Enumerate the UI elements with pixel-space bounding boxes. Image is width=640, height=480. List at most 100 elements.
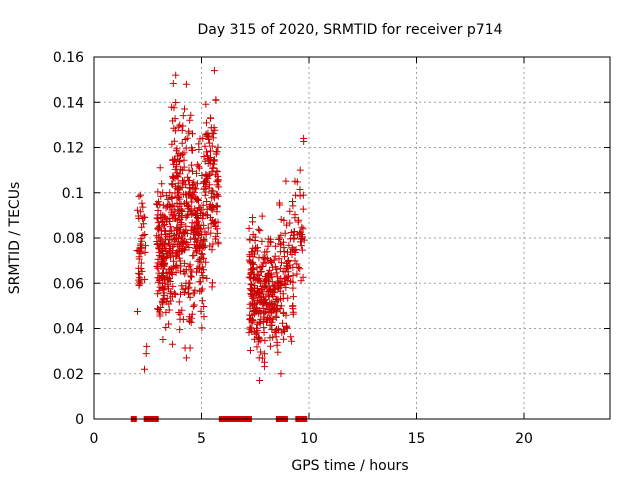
data-point: [261, 308, 269, 316]
data-point: [162, 308, 170, 316]
data-point: [198, 297, 206, 305]
data-point: [203, 198, 211, 205]
data-point: [207, 114, 214, 122]
data-point: [185, 290, 192, 298]
data-point: [200, 235, 208, 243]
y-tick-labels: 0 0.02 0.04 0.06 0.08 0.1 0.12 0.14 0.16: [53, 50, 84, 428]
data-point: [276, 234, 284, 242]
data-point: [165, 200, 173, 208]
data-point: [176, 157, 184, 165]
data-point: [286, 207, 294, 215]
data-point: [207, 205, 215, 213]
data-point: [193, 219, 201, 227]
data-point: [207, 220, 215, 228]
data-point: [286, 219, 294, 227]
data-point: [198, 285, 206, 293]
data-point: [154, 290, 162, 298]
data-point: [297, 238, 304, 246]
data-point: [171, 289, 179, 297]
data-point: [273, 326, 280, 333]
data-point: [190, 252, 198, 259]
data-point: [170, 137, 178, 145]
data-point: [296, 192, 304, 200]
data-point: [200, 244, 208, 251]
data-point: [203, 148, 210, 156]
data-point: [204, 224, 212, 232]
data-point: [279, 319, 286, 327]
data-point: [209, 164, 217, 172]
y-tick-label: 0.12: [53, 141, 84, 157]
data-point: [208, 206, 216, 214]
data-point: [185, 127, 193, 135]
data-point: [165, 320, 173, 328]
data-point: [284, 248, 291, 256]
data-point: [162, 227, 169, 235]
data-point: [192, 247, 200, 255]
data-point: [171, 155, 179, 163]
data-point: [203, 179, 211, 187]
data-point: [135, 264, 143, 272]
x-tick-label: 5: [197, 431, 206, 447]
data-point: [200, 185, 208, 193]
data-point: [189, 130, 196, 138]
data-point: [207, 229, 215, 237]
data-point: [261, 337, 269, 345]
data-point: [292, 246, 300, 253]
data-point: [289, 202, 297, 210]
data-point: [272, 333, 280, 341]
data-point: [194, 195, 202, 203]
y-tick-label: 0.14: [53, 95, 84, 111]
data-point: [142, 242, 149, 250]
data-point: [207, 124, 215, 132]
data-point: [179, 112, 187, 120]
data-point: [196, 241, 204, 249]
data-point: [169, 181, 177, 189]
data-point: [168, 194, 176, 202]
data-point: [188, 192, 196, 200]
data-point: [273, 265, 281, 273]
data-point: [258, 212, 266, 220]
data-point: [180, 200, 188, 207]
y-tick-label: 0.04: [53, 322, 84, 338]
data-point: [261, 296, 269, 303]
y-tick-label: 0.1: [62, 186, 84, 202]
data-point: [168, 236, 176, 244]
data-point: [267, 342, 274, 350]
data-point: [134, 308, 141, 315]
data-point: [169, 117, 177, 125]
y-tick-label: 0.08: [53, 231, 84, 247]
data-point: [260, 329, 268, 336]
data-point: [199, 263, 207, 271]
data-point: [187, 266, 195, 274]
data-point: [256, 336, 264, 344]
data-point: [187, 318, 195, 326]
data-point: [283, 274, 291, 282]
data-point: [153, 263, 161, 271]
data-point: [279, 267, 287, 275]
data-point: [163, 294, 171, 302]
data-point: [178, 213, 186, 221]
data-point: [188, 144, 196, 152]
data-point: [181, 259, 189, 267]
data-point: [261, 363, 269, 371]
data-point: [143, 342, 151, 350]
data-point: [156, 235, 164, 243]
data-point: [193, 169, 200, 177]
data-point: [206, 201, 214, 209]
data-point: [249, 231, 257, 239]
data-point: [199, 274, 207, 281]
data-point: [184, 173, 192, 181]
data-point: [175, 158, 183, 166]
data-point: [197, 307, 205, 315]
x-tick-label: 15: [408, 431, 426, 447]
data-point: [197, 225, 205, 233]
data-point: [176, 121, 184, 129]
data-point: [138, 237, 146, 245]
data-point: [214, 229, 222, 237]
data-point: [285, 241, 293, 249]
data-point: [156, 164, 164, 172]
data-point: [178, 212, 185, 219]
data-point: [165, 239, 172, 247]
data-point: [297, 277, 305, 285]
